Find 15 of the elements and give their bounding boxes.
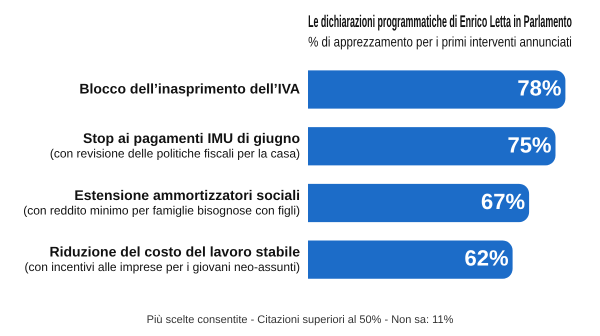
data-label: 75% xyxy=(507,132,552,158)
chart-title: Le dichiarazioni programmatiche di Enrico Letta in Parlamento xyxy=(308,12,572,31)
bar xyxy=(308,127,556,166)
bar xyxy=(308,70,566,109)
data-label: 78% xyxy=(517,76,562,101)
bar xyxy=(308,240,513,279)
data-label: 67% xyxy=(481,189,526,214)
data-label: 62% xyxy=(464,246,509,271)
y-tick-label: Riduzione del costo del lavoro stabile (con incentivi alle imprese per i giovani neo-assunti) xyxy=(24,244,300,274)
y-tick-label: Blocco dell’inasprimento dell’IVA xyxy=(79,80,300,96)
chart-subtitle: % di apprezzamento per i primi interventi annunciati xyxy=(308,34,572,50)
text: Più scelte consentite - Citazioni superiori al 50% - Non sa: 11% xyxy=(146,314,454,326)
y-tick-label: Estensione ammortizzatori sociali (con reddito minimo per famiglie bisognose con figli) xyxy=(23,186,300,218)
bar xyxy=(308,184,530,222)
y-tick-label: Stop ai pagamenti IMU di giugno (con revisione delle politiche fiscali per la casa) xyxy=(50,130,300,161)
